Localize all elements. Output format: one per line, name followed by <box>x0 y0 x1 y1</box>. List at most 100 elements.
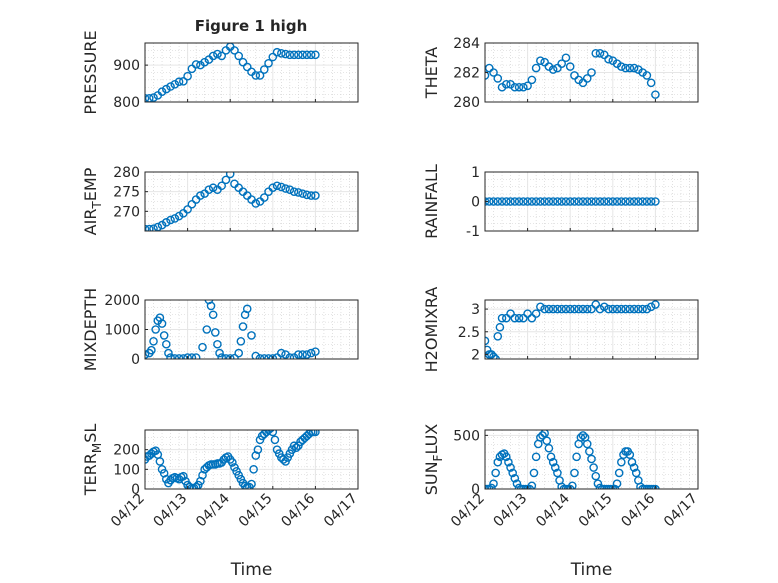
data-point <box>183 353 192 359</box>
data-point <box>149 224 158 231</box>
data-point <box>540 57 549 67</box>
data-point <box>489 68 498 77</box>
data-point <box>595 197 605 206</box>
marker-group <box>485 49 660 99</box>
data-point <box>228 458 237 467</box>
y-tick-label: 280 <box>453 95 480 111</box>
data-point <box>230 353 239 359</box>
data-point <box>164 348 173 358</box>
x-tick-label: 04/12 <box>448 491 488 531</box>
data-point <box>166 82 175 91</box>
data-point <box>634 304 643 314</box>
data-point <box>213 339 222 349</box>
data-point <box>576 433 586 442</box>
data-point <box>185 482 195 489</box>
figure-title: Figure 1 high <box>195 17 308 35</box>
data-point <box>508 468 517 478</box>
data-point <box>145 224 150 231</box>
data-point <box>174 211 184 221</box>
data-point <box>311 191 320 200</box>
data-point <box>166 215 175 225</box>
data-point <box>149 336 158 346</box>
data-point <box>527 75 537 85</box>
data-point <box>242 62 252 72</box>
data-point <box>582 197 592 206</box>
data-point <box>501 197 511 206</box>
data-point <box>225 172 235 179</box>
y-tick-label: 275 <box>113 185 140 201</box>
data-point <box>591 300 601 309</box>
marker-group <box>145 300 320 359</box>
data-point <box>208 51 218 61</box>
data-point <box>268 52 278 62</box>
axes-box <box>144 171 359 232</box>
data-point <box>311 430 320 437</box>
y-tick-label: 900 <box>113 58 140 74</box>
data-point <box>187 64 197 74</box>
data-point <box>593 479 603 488</box>
data-point <box>553 304 562 314</box>
data-point <box>629 197 639 206</box>
data-point <box>634 197 643 206</box>
data-point <box>591 49 601 58</box>
data-point <box>542 436 552 446</box>
data-point <box>145 94 150 102</box>
data-point <box>506 463 515 472</box>
data-point <box>485 63 494 73</box>
data-point <box>587 454 596 464</box>
data-point <box>493 332 503 341</box>
data-point <box>565 197 575 206</box>
data-point <box>557 197 566 206</box>
marker-group <box>145 43 320 102</box>
data-point <box>285 50 295 60</box>
data-point <box>259 193 269 202</box>
data-point <box>155 457 165 466</box>
data-point <box>493 457 503 467</box>
data-point <box>311 347 320 356</box>
data-point <box>306 50 316 60</box>
data-point <box>531 63 541 73</box>
data-point <box>627 457 637 467</box>
data-point <box>608 304 618 314</box>
y-tick-label: 2000 <box>104 293 140 309</box>
data-point <box>501 80 511 89</box>
data-point <box>161 84 171 94</box>
data-point <box>191 353 201 359</box>
data-point <box>179 471 188 481</box>
y-tick-label: 0 <box>131 352 140 368</box>
axes-layer: 800 900 PRESSURE 280 282 284 THETA 270 275 280 AIR… <box>81 30 701 580</box>
data-point <box>548 65 558 74</box>
data-point <box>259 354 269 359</box>
data-point <box>493 74 503 83</box>
data-point <box>510 197 520 206</box>
x-tick-label: 04/17 <box>661 491 701 531</box>
data-point <box>157 220 167 230</box>
x-axis-label: Time <box>570 560 613 580</box>
data-point <box>298 435 307 445</box>
subplot-2: 270 275 280 AIRTEMP <box>81 165 359 235</box>
y-tick-label: 0 <box>471 482 480 498</box>
y-tick-label: 1 <box>471 165 480 181</box>
data-point <box>497 313 507 323</box>
data-point <box>540 304 549 314</box>
data-point <box>544 304 554 314</box>
x-tick-label: 04/15 <box>576 491 616 531</box>
data-point <box>170 80 180 89</box>
data-point <box>574 304 584 314</box>
y-axis-label: PRESSURE <box>81 30 100 114</box>
data-point <box>519 82 528 92</box>
x-tick-label: 04/16 <box>618 490 658 530</box>
data-point <box>587 68 596 77</box>
data-point <box>589 463 598 472</box>
data-point <box>561 197 571 206</box>
data-point <box>572 452 581 462</box>
data-point <box>268 430 278 437</box>
data-point <box>553 468 562 478</box>
data-point <box>489 352 498 359</box>
data-point <box>147 345 156 355</box>
data-point <box>485 197 490 206</box>
data-point <box>604 197 613 206</box>
data-point <box>145 350 150 359</box>
data-point <box>291 443 301 453</box>
data-point <box>289 441 299 451</box>
